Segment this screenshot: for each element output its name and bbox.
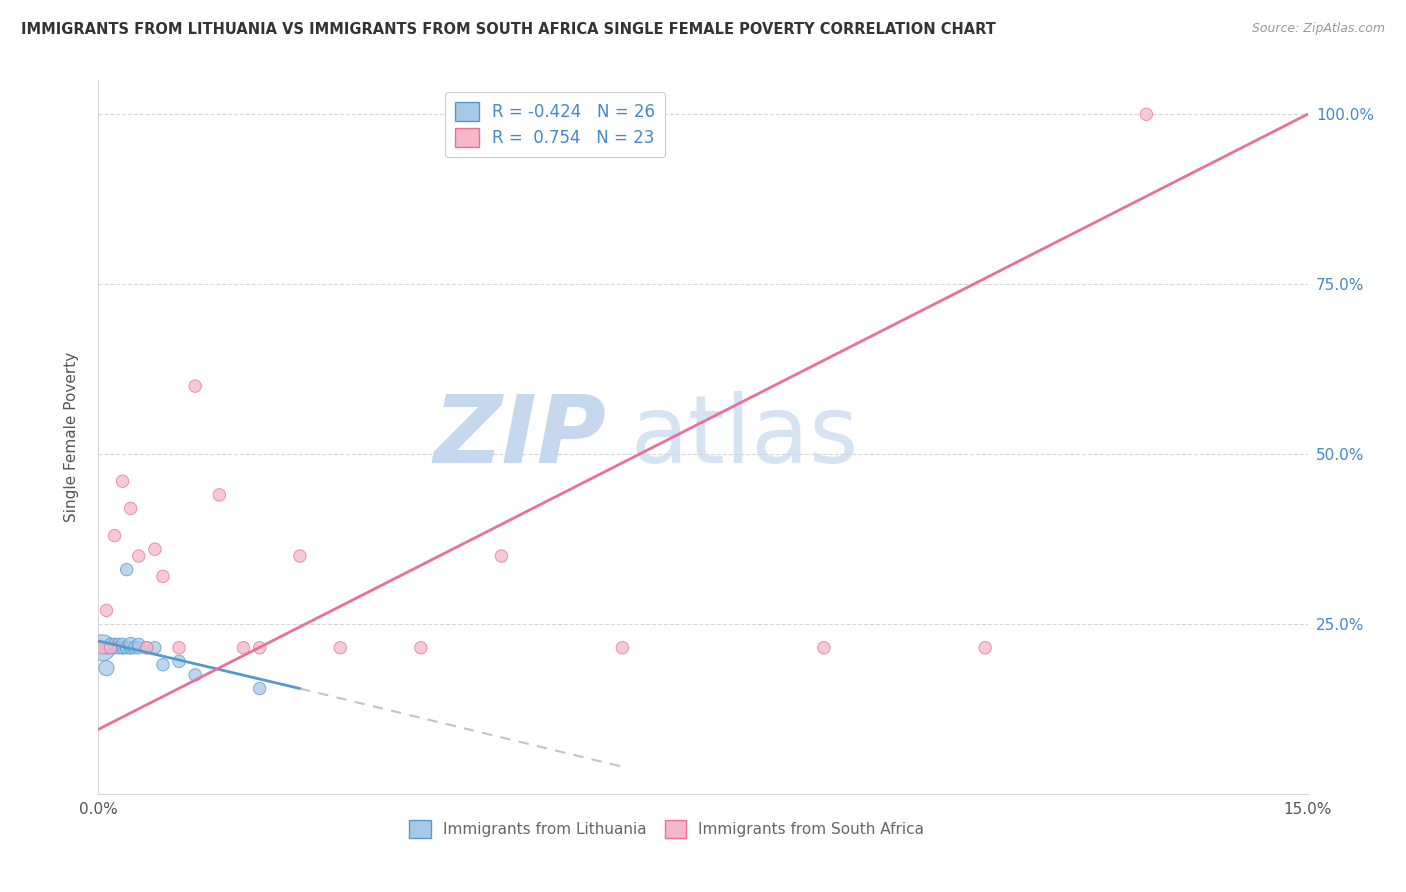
Point (184, 379, 207, 393)
Point (249, 681, 271, 696)
Point (232, 640, 254, 655)
Point (329, 640, 352, 655)
Point (143, 640, 166, 655)
Text: Source: ZipAtlas.com: Source: ZipAtlas.com (1251, 22, 1385, 36)
Point (974, 640, 997, 655)
Point (184, 668, 207, 682)
Point (135, 640, 157, 655)
Point (103, 637, 125, 651)
Point (111, 475, 134, 489)
Point (208, 488, 231, 502)
Point (409, 640, 432, 655)
Point (167, 640, 190, 655)
Point (96, 640, 118, 655)
Point (111, 640, 134, 655)
Point (128, 637, 150, 651)
Legend: Immigrants from Lithuania, Immigrants from South Africa: Immigrants from Lithuania, Immigrants fr… (399, 811, 934, 847)
Point (124, 640, 146, 655)
Point (128, 640, 150, 655)
Y-axis label: Single Female Poverty: Single Female Poverty (65, 352, 79, 522)
Point (91, 640, 114, 655)
Point (288, 549, 311, 563)
Point (100, 637, 122, 651)
Point (111, 640, 134, 655)
Point (115, 640, 138, 655)
Point (120, 501, 142, 516)
Point (152, 569, 174, 583)
Point (103, 640, 125, 655)
Point (96, 661, 118, 675)
Point (128, 549, 150, 563)
Point (120, 640, 142, 655)
Point (120, 640, 142, 655)
Point (813, 640, 835, 655)
Point (103, 528, 125, 542)
Point (143, 542, 166, 557)
Point (107, 637, 129, 651)
Point (1135, 107, 1157, 121)
Point (135, 640, 157, 655)
Point (152, 657, 174, 672)
Point (249, 640, 271, 655)
Text: IMMIGRANTS FROM LITHUANIA VS IMMIGRANTS FROM SOUTH AFRICA SINGLE FEMALE POVERTY : IMMIGRANTS FROM LITHUANIA VS IMMIGRANTS … (21, 22, 995, 37)
Text: ZIP: ZIP (433, 391, 606, 483)
Text: atlas: atlas (630, 391, 859, 483)
Point (111, 637, 134, 651)
Point (96, 603, 118, 617)
Point (100, 640, 122, 655)
Point (91, 640, 114, 655)
Point (115, 563, 138, 577)
Point (107, 640, 129, 655)
Point (120, 637, 142, 651)
Point (167, 654, 190, 668)
Point (491, 549, 513, 563)
Point (100, 640, 122, 655)
Point (612, 640, 634, 655)
